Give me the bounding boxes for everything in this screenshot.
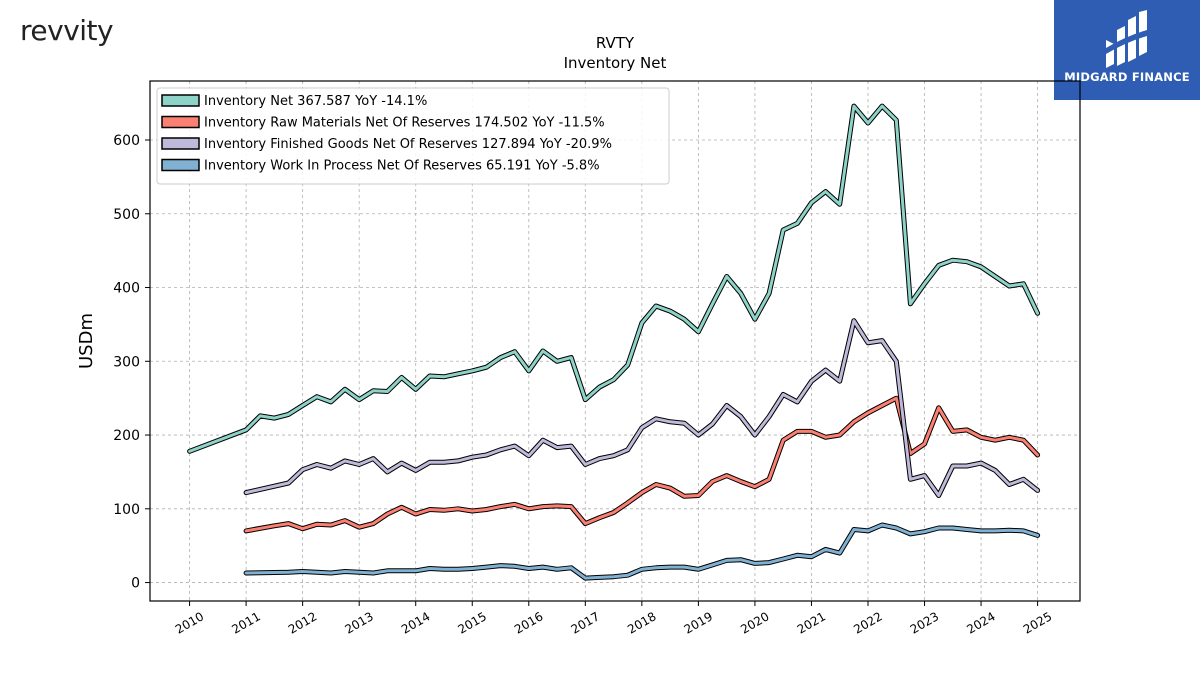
- x-tick-label: 2025: [1021, 609, 1054, 636]
- legend-swatch: [161, 137, 200, 150]
- y-tick-label: 600: [113, 133, 140, 149]
- x-tick-label: 2013: [342, 609, 375, 636]
- y-axis-label: USDm: [76, 313, 97, 369]
- midgard-finance-logo: MIDGARD FINANCE: [1054, 0, 1200, 100]
- legend-entry: Inventory Net 367.587 YoY -14.1%: [204, 94, 427, 109]
- legend-swatch: [161, 115, 200, 129]
- y-tick-label: 400: [113, 281, 140, 297]
- x-tick-label: 2021: [795, 609, 828, 636]
- series-line-0: [188, 104, 1040, 453]
- x-tick-label: 2020: [738, 609, 771, 636]
- axis-ticks: 2010 2011 2012 2013 2014 2015 2016 2017 2018 2019…: [113, 133, 1054, 637]
- chart-title: RVTY: [596, 34, 635, 52]
- legend-entry: Inventory Finished Goods Net Of Reserves…: [204, 137, 612, 152]
- legend: Inventory Net 367.587 YoY -14.1% Inventor…: [156, 87, 670, 185]
- x-tick-label: 2012: [286, 609, 319, 636]
- legend-swatch: [161, 158, 200, 172]
- legend-swatch: [161, 94, 200, 107]
- revvity-logo: revvity: [20, 14, 114, 47]
- x-tick-label: 2022: [851, 609, 884, 636]
- midgard-finance-name: MIDGARD FINANCE: [1064, 70, 1190, 84]
- y-tick-label: 500: [113, 207, 140, 223]
- plot-frame: [149, 80, 1081, 602]
- legend-entry: Inventory Raw Materials Net Of Reserves …: [204, 116, 605, 131]
- y-tick-label: 100: [113, 502, 140, 518]
- legend-box: [156, 87, 670, 185]
- x-tick-label: 2014: [399, 609, 432, 636]
- y-tick-label: 0: [131, 576, 140, 592]
- legend-entry: Inventory Work In Process Net Of Reserve…: [204, 159, 600, 174]
- x-tick-label: 2018: [625, 609, 658, 636]
- x-tick-label: 2016: [512, 609, 545, 636]
- y-tick-label: 300: [113, 354, 140, 370]
- midgard-emblem-icon: [1106, 10, 1147, 68]
- x-tick-label: 2024: [964, 609, 997, 636]
- x-tick-label: 2015: [456, 609, 489, 636]
- x-tick-label: 2017: [569, 609, 602, 636]
- x-tick-label: 2019: [682, 609, 715, 636]
- y-tick-label: 200: [113, 428, 140, 444]
- x-tick-label: 2010: [173, 609, 206, 636]
- series-lines: [187, 103, 1041, 581]
- chart-subtitle: Inventory Net: [564, 54, 667, 72]
- x-tick-label: 2023: [908, 609, 941, 636]
- x-tick-label: 2011: [229, 609, 262, 636]
- series-line-2: [244, 319, 1040, 497]
- series-line-3: [244, 523, 1040, 580]
